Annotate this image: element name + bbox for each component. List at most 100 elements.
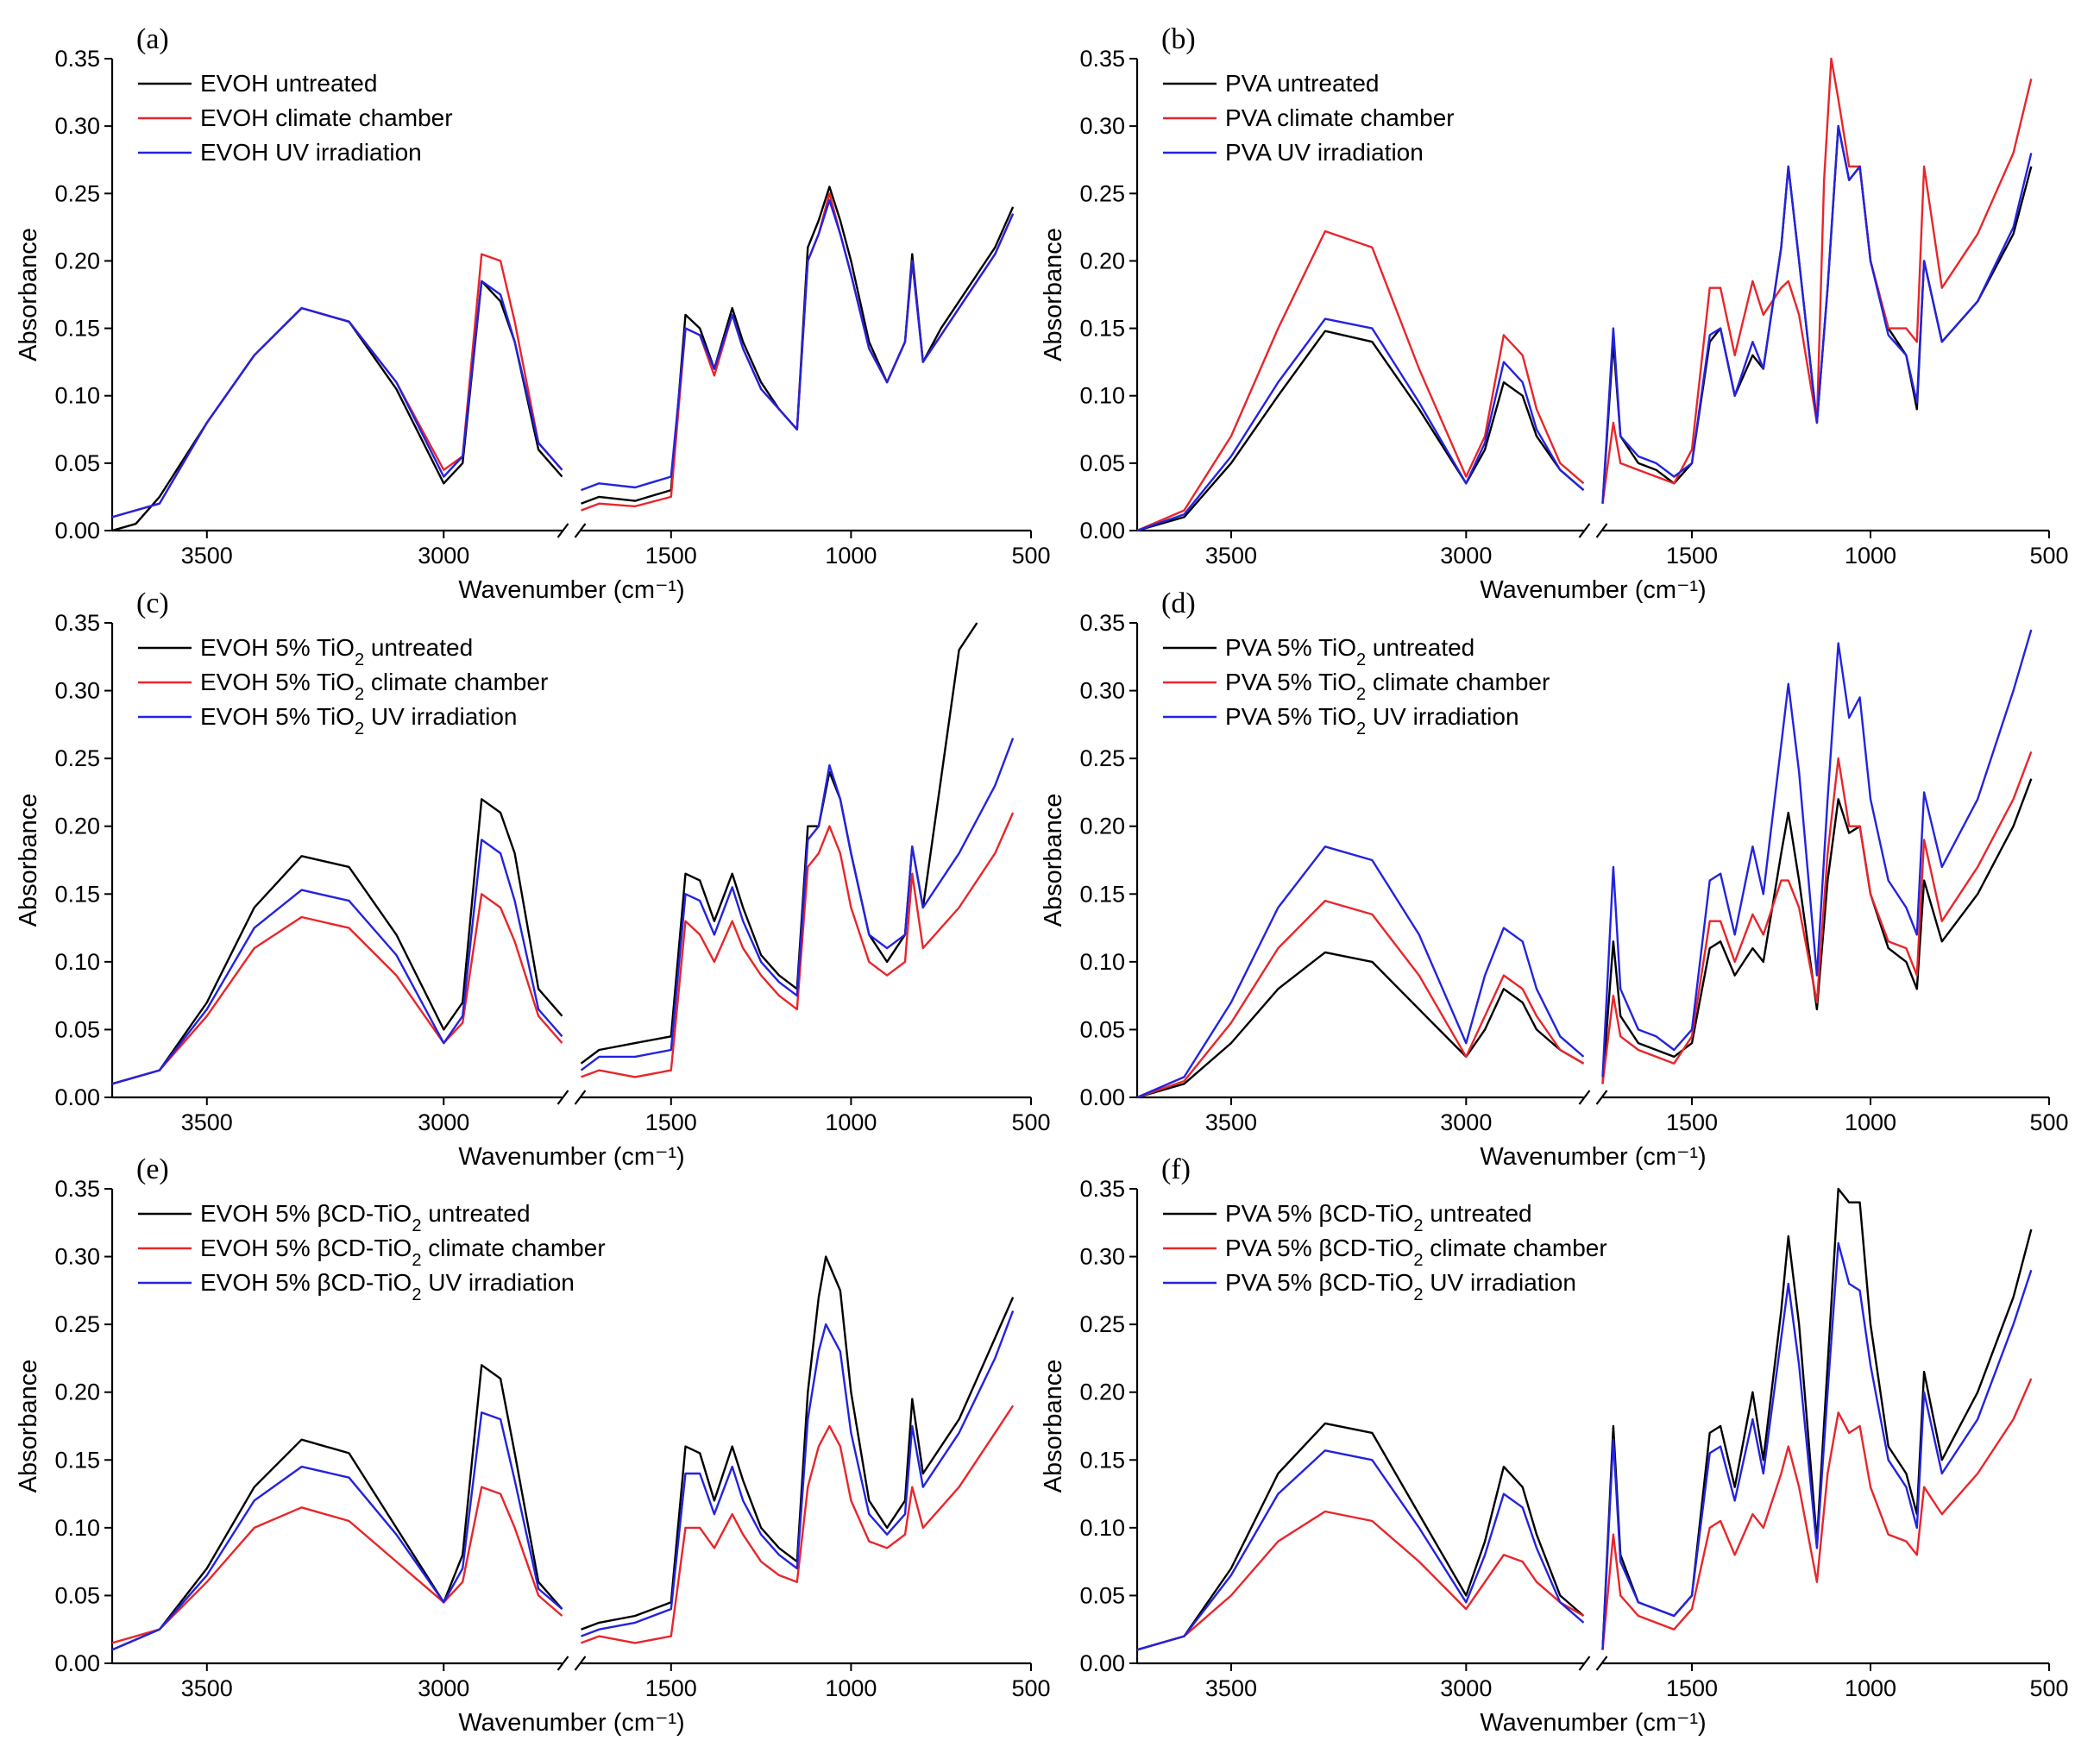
axis-break-mark: [556, 1090, 569, 1105]
y-axis-title: Absorbance: [15, 228, 42, 361]
x-tick-label: 3000: [418, 1109, 469, 1135]
y-tick-label: 0.30: [54, 113, 100, 139]
y-tick-label: 0.30: [1079, 1244, 1125, 1270]
y-tick-label: 0.20: [54, 248, 100, 273]
y-tick-label: 0.30: [54, 1244, 100, 1270]
legend-label: PVA untreated: [1225, 70, 1380, 97]
x-tick-label: 3500: [181, 543, 233, 569]
y-tick-label: 0.00: [54, 1084, 100, 1110]
x-tick-label: 3000: [418, 1675, 469, 1701]
axis-break-mark: [1578, 523, 1591, 538]
axis-break-mark: [574, 1090, 587, 1105]
y-tick-label: 0.20: [54, 1379, 100, 1405]
axis-break-mark: [1578, 1090, 1591, 1105]
x-axis-title: Wavenumber (cm⁻¹): [458, 1143, 684, 1171]
series-line: [111, 1411, 563, 1651]
x-tick-label: 500: [2029, 543, 2068, 569]
axis-break-mark: [1595, 523, 1608, 538]
series-line: [1136, 229, 1585, 532]
x-axis-title: Wavenumber (cm⁻¹): [1480, 1709, 1706, 1737]
series-line: [1136, 845, 1585, 1099]
y-tick-label: 0.00: [1079, 518, 1125, 544]
legend-label: PVA UV irradiation: [1225, 139, 1424, 166]
x-tick-label: 500: [1011, 1675, 1050, 1701]
x-axis-title: Wavenumber (cm⁻¹): [458, 1709, 684, 1737]
legend-label: EVOH untreated: [200, 70, 377, 97]
legend-label: EVOH 5% TiO2 UV irradiation: [200, 703, 517, 738]
chart-panel: 0.00 0.05 0.10 0.15 0.20 0.25 0.30 0.35 3500 3000…: [1040, 1153, 2069, 1737]
axis-break-mark: [1595, 1090, 1608, 1105]
x-tick-label: 500: [2029, 1675, 2068, 1701]
legend-label: PVA 5% βCD-TiO2 climate chamber: [1225, 1235, 1607, 1270]
series-line: [111, 798, 563, 1085]
legend-label: EVOH UV irradiation: [200, 139, 422, 166]
y-axis-title: Absorbance: [1040, 1360, 1067, 1493]
y-axis-title: Absorbance: [1040, 228, 1067, 361]
axis-break-mark: [574, 1656, 587, 1671]
y-tick-label: 0.10: [1079, 383, 1125, 409]
y-axis-title: Absorbance: [15, 794, 42, 927]
legend-label: EVOH 5% TiO2 untreated: [200, 634, 473, 669]
y-tick-label: 0.20: [1079, 814, 1125, 839]
y-tick-label: 0.25: [54, 1311, 100, 1337]
y-tick-label: 0.15: [54, 881, 100, 907]
y-tick-label: 0.00: [1079, 1084, 1125, 1110]
series-line: [1601, 778, 2033, 1084]
series-line: [581, 1310, 1015, 1637]
chart-panel: 0.00 0.05 0.10 0.15 0.20 0.25 0.30 0.35 3500 3000…: [15, 23, 1051, 604]
series-line: [1601, 57, 2033, 504]
y-tick-label: 0.25: [54, 745, 100, 771]
legend-label: EVOH 5% βCD-TiO2 UV irradiation: [200, 1269, 575, 1304]
series-line: [111, 893, 563, 1085]
y-tick-label: 0.35: [1079, 46, 1125, 72]
series-line: [111, 1364, 563, 1651]
x-tick-label: 3500: [1205, 543, 1257, 569]
y-tick-label: 0.05: [54, 1016, 100, 1042]
y-tick-label: 0.25: [1079, 1311, 1125, 1337]
y-tick-label: 0.35: [1079, 1176, 1125, 1202]
x-tick-label: 1000: [825, 1675, 877, 1701]
y-tick-label: 0.10: [1079, 1515, 1125, 1541]
y-tick-label: 0.30: [1079, 678, 1125, 704]
panel-label: (c): [136, 588, 169, 619]
legend-label: PVA 5% βCD-TiO2 UV irradiation: [1225, 1269, 1576, 1304]
panel-label: (f): [1161, 1153, 1191, 1185]
series-line: [1136, 1510, 1585, 1651]
y-tick-label: 0.35: [54, 1176, 100, 1202]
series-line: [1601, 751, 2033, 1084]
x-tick-label: 500: [1011, 1109, 1050, 1135]
x-tick-label: 3500: [1205, 1675, 1257, 1701]
series-line: [581, 1255, 1015, 1631]
y-tick-label: 0.20: [1079, 1379, 1125, 1405]
y-tick-label: 0.00: [1079, 1650, 1125, 1676]
x-tick-label: 500: [2029, 1109, 2068, 1135]
series-line: [1601, 1241, 2033, 1650]
legend-label: EVOH climate chamber: [200, 104, 453, 131]
series-line: [1136, 317, 1585, 532]
series-line: [581, 198, 1015, 492]
y-tick-label: 0.20: [54, 814, 100, 839]
legend-label: PVA 5% TiO2 UV irradiation: [1225, 703, 1519, 738]
y-tick-label: 0.35: [1079, 610, 1125, 636]
x-tick-label: 500: [1011, 543, 1050, 569]
x-tick-label: 1000: [1845, 1109, 1896, 1135]
chart-panel: 0.00 0.05 0.10 0.15 0.20 0.25 0.30 0.35 3500 3000…: [1040, 588, 2069, 1171]
series-line: [1601, 629, 2033, 1078]
x-tick-label: 3000: [1440, 1109, 1492, 1135]
series-line: [111, 1486, 563, 1644]
x-tick-label: 1000: [1845, 1675, 1896, 1701]
legend-label: PVA 5% βCD-TiO2 untreated: [1225, 1200, 1532, 1235]
y-tick-label: 0.00: [54, 1650, 100, 1676]
series-line: [111, 839, 563, 1085]
x-tick-label: 1500: [645, 1675, 697, 1701]
y-tick-label: 0.20: [1079, 248, 1125, 273]
panel-label: (a): [136, 23, 169, 55]
y-tick-label: 0.25: [1079, 745, 1125, 771]
series-line: [1136, 1422, 1585, 1651]
y-tick-label: 0.05: [1079, 1016, 1125, 1042]
y-tick-label: 0.10: [54, 949, 100, 975]
x-tick-label: 1000: [825, 1109, 877, 1135]
axis-break-mark: [574, 523, 587, 538]
y-tick-label: 0.10: [1079, 949, 1125, 975]
series-line: [581, 1405, 1015, 1644]
